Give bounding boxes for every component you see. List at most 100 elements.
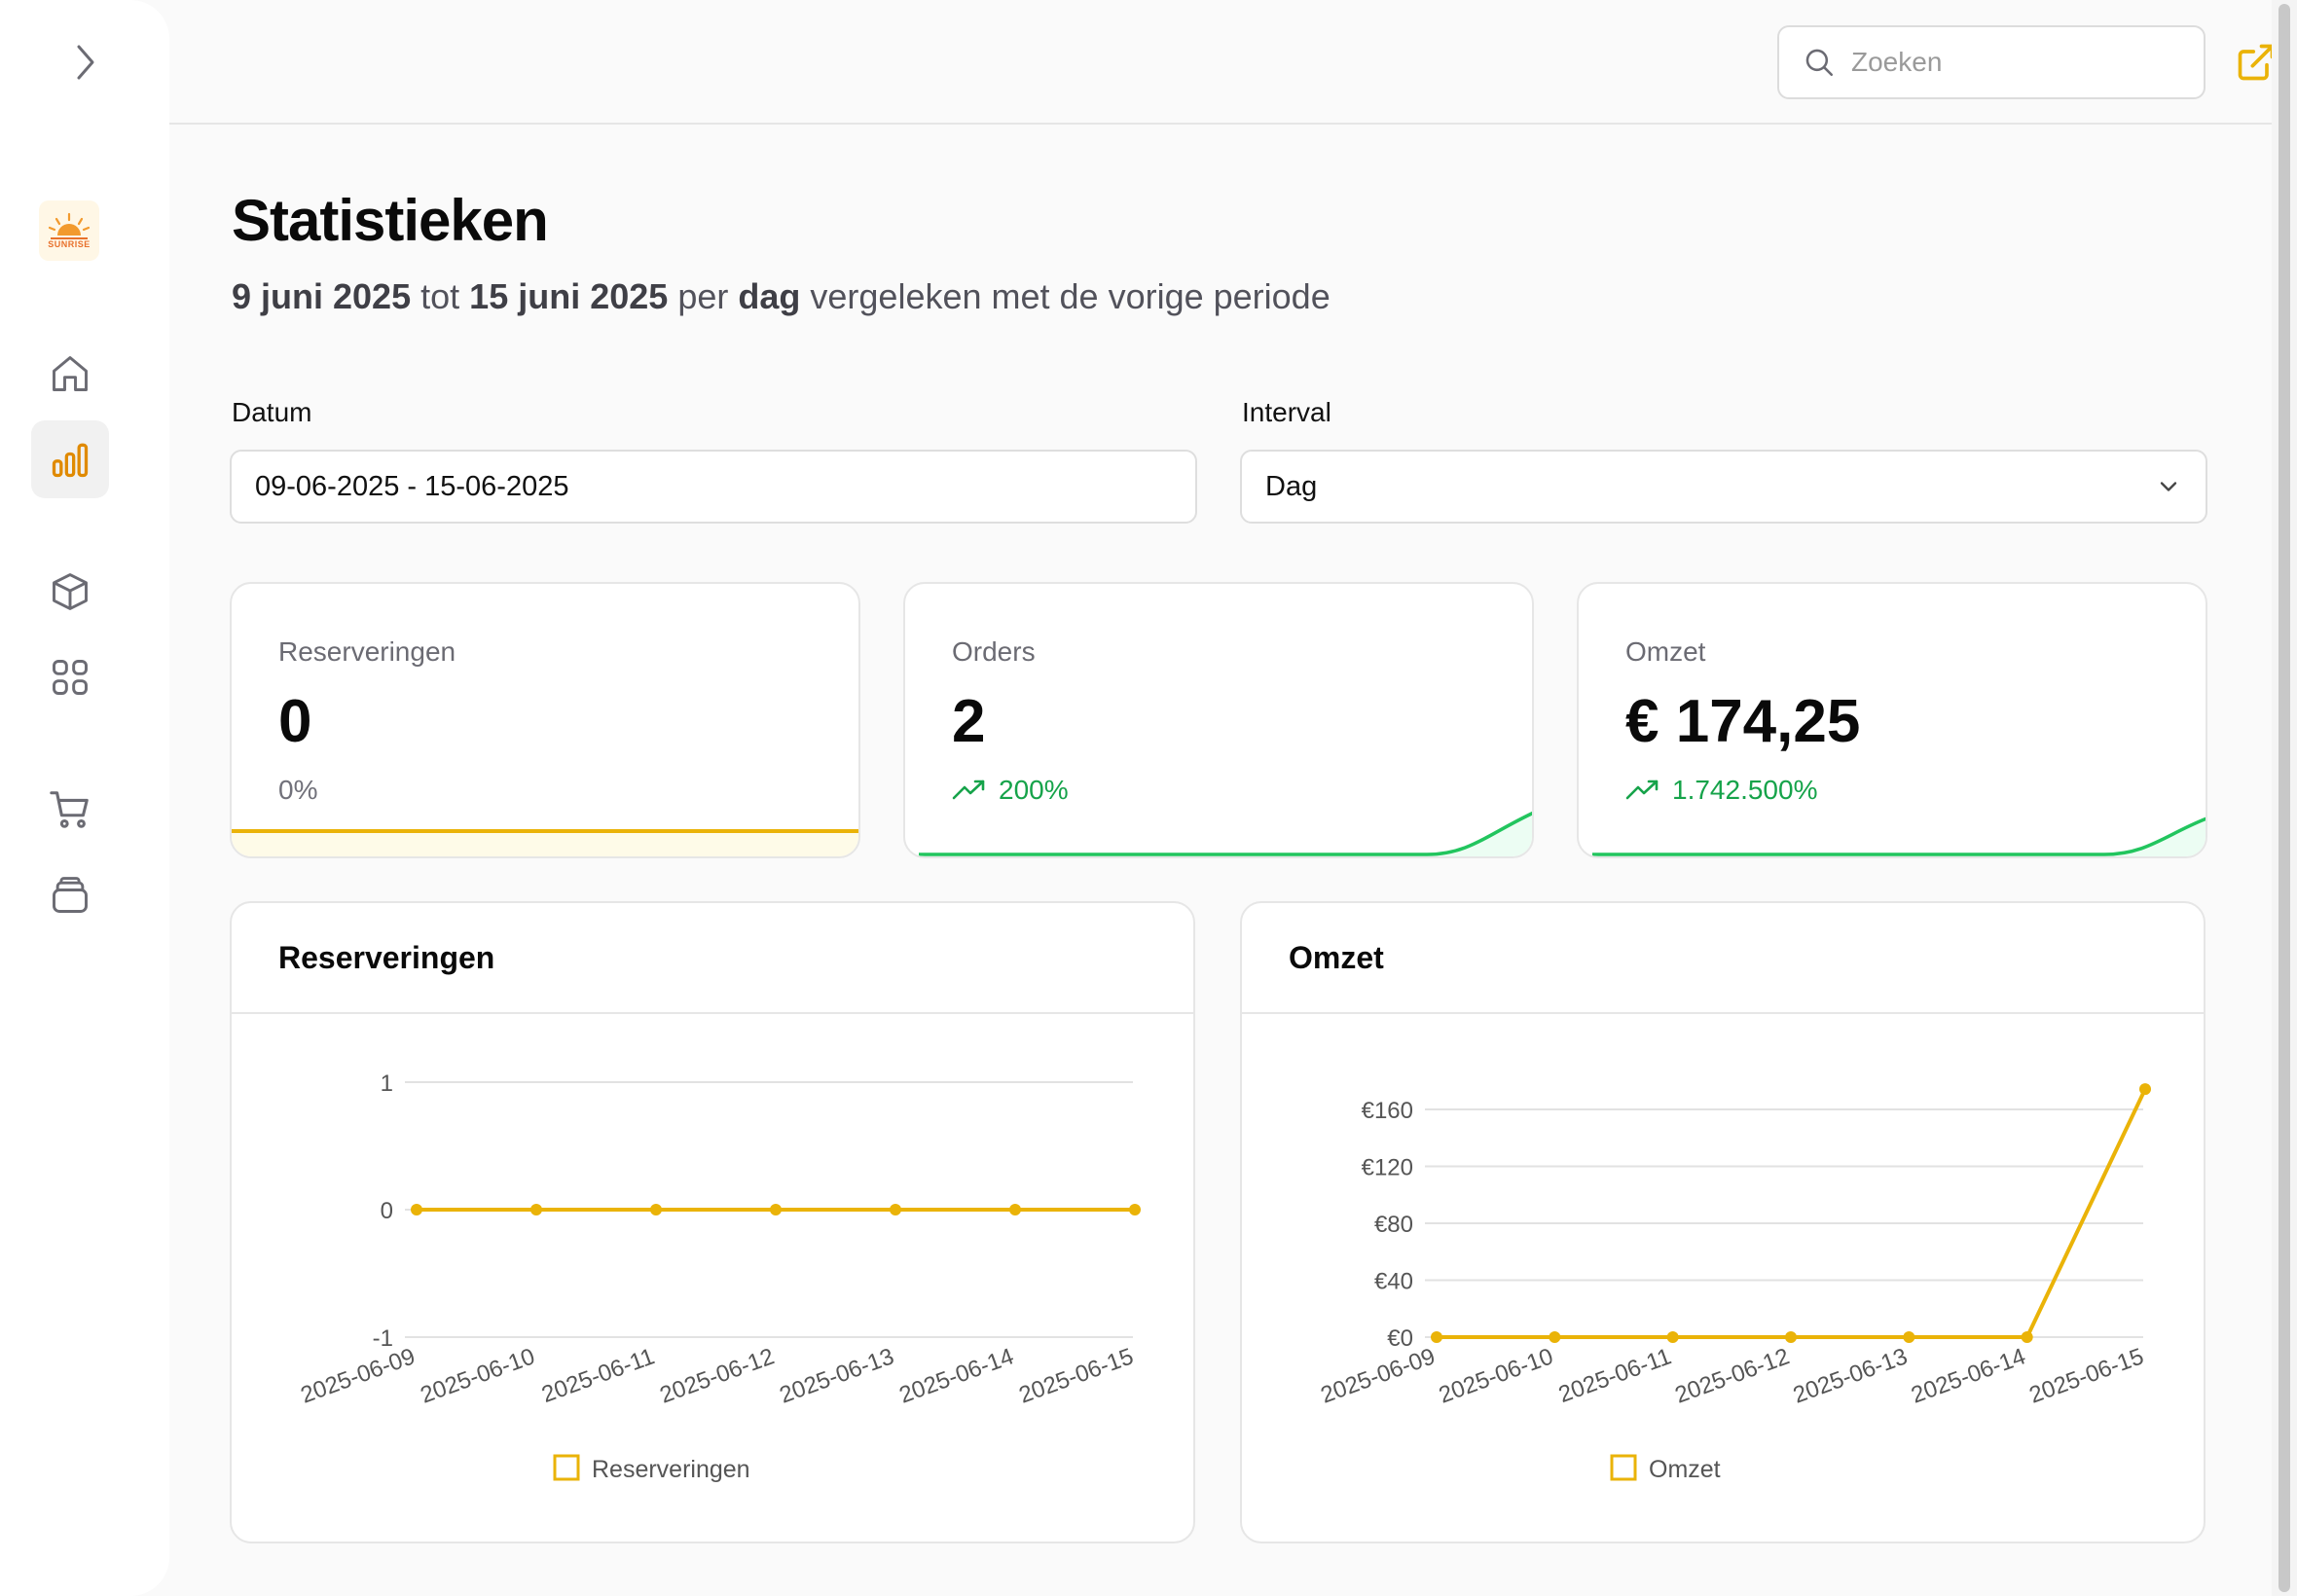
legend-label: Reserveringen xyxy=(592,1456,750,1483)
sparkline-line xyxy=(919,811,1532,856)
legend-swatch xyxy=(1610,1454,1637,1481)
x-tick-label: 2025-06-11 xyxy=(538,1343,658,1408)
x-tick-label: 2025-06-13 xyxy=(776,1343,897,1408)
stat-label: Omzet xyxy=(1625,636,1706,667)
sidebar-item-orders[interactable] xyxy=(31,771,109,849)
expand-sidebar-button[interactable] xyxy=(68,43,103,82)
logo[interactable]: SUNRISE xyxy=(39,200,99,261)
subtitle-rest: vergeleken met de vorige periode xyxy=(810,276,1331,316)
interval-select[interactable]: Dag xyxy=(1240,450,2207,524)
search-box[interactable] xyxy=(1777,25,2206,99)
sidebar-item-apps[interactable] xyxy=(31,638,109,716)
cart-icon xyxy=(50,791,89,828)
archive-icon xyxy=(53,877,88,913)
sparkline-line xyxy=(1592,816,2206,856)
interval-value: Dag xyxy=(1265,470,1318,502)
stat-change-text: 1.742.500% xyxy=(1672,775,1818,805)
box-icon xyxy=(53,573,88,610)
data-point xyxy=(1549,1331,1561,1343)
chevron-down-icon xyxy=(2160,482,2177,491)
x-tick-label: 2025-06-09 xyxy=(1317,1343,1439,1408)
top-bar: LP xyxy=(169,0,2275,125)
data-point xyxy=(890,1204,901,1215)
sidebar-item-home[interactable] xyxy=(31,335,109,413)
subtitle-tot: tot xyxy=(420,276,460,316)
data-point xyxy=(2139,1083,2151,1096)
data-point xyxy=(1431,1331,1442,1343)
stat-change-text: 0% xyxy=(278,775,318,805)
revenue-line-chart: €160€120€80€40€02025-06-092025-06-102025… xyxy=(1317,1083,2151,1483)
stat-card-orders: Orders 2 200% xyxy=(903,582,1534,858)
page-title: Statistieken xyxy=(232,188,549,253)
sidebar: SUNRISE xyxy=(0,0,169,1596)
page-subtitle: 9 juni 2025 tot 15 juni 2025 per dag ver… xyxy=(232,276,1331,317)
stat-value: 2 xyxy=(952,688,986,755)
data-point xyxy=(1009,1204,1021,1215)
date-range-picker[interactable]: 09-06-2025 - 15-06-2025 xyxy=(230,450,1197,524)
x-tick-label: 2025-06-14 xyxy=(1908,1343,2029,1408)
stat-change-text: 200% xyxy=(999,775,1069,805)
x-tick-label: 2025-06-10 xyxy=(1436,1343,1557,1408)
home-icon xyxy=(53,356,88,391)
sun-icon xyxy=(48,212,91,239)
data-point xyxy=(530,1204,542,1215)
page-scrollbar[interactable] xyxy=(2272,0,2297,1596)
x-tick-label: 2025-06-11 xyxy=(1555,1343,1675,1408)
data-point xyxy=(2021,1331,2033,1343)
sparkline-fill xyxy=(905,813,1532,856)
chart-title: Omzet xyxy=(1242,903,2204,1014)
trending-up-icon xyxy=(952,780,985,800)
sparkline-revenue xyxy=(1579,816,2206,856)
sparkline-fill xyxy=(1579,818,2206,856)
y-tick-label: -1 xyxy=(373,1325,393,1352)
data-point xyxy=(650,1204,662,1215)
y-tick-label: 0 xyxy=(381,1198,393,1224)
subtitle-per: per xyxy=(677,276,729,316)
x-tick-label: 2025-06-09 xyxy=(297,1343,419,1408)
period-start: 9 juni 2025 xyxy=(232,276,412,316)
stat-change: 1.742.500% xyxy=(1625,775,1817,806)
data-point xyxy=(1666,1331,1679,1343)
series-line xyxy=(1437,1088,2147,1339)
stat-change: 0% xyxy=(278,775,317,806)
y-tick-label: €40 xyxy=(1374,1269,1413,1295)
date-label: Datum xyxy=(232,397,312,427)
sidebar-item-products[interactable] xyxy=(31,553,109,631)
sparkline-orders xyxy=(905,811,1532,856)
legend-label: Omzet xyxy=(1649,1456,1721,1483)
chart-card-revenue: Omzet €160 €120 €80 €40 €0 2025-06-09 2025-06-… xyxy=(1240,901,2206,1543)
search-icon xyxy=(1805,49,1834,77)
x-tick-label: 2025-06-14 xyxy=(895,1343,1017,1408)
period-interval: dag xyxy=(738,276,801,316)
data-point xyxy=(411,1204,422,1215)
bar-chart-icon xyxy=(52,443,89,478)
sidebar-item-statistics[interactable] xyxy=(31,420,109,498)
sidebar-item-archive[interactable] xyxy=(31,856,109,934)
y-tick-label: €120 xyxy=(1362,1155,1413,1181)
x-tick-label: 2025-06-10 xyxy=(417,1343,538,1408)
chart-title: Reserveringen xyxy=(232,903,1193,1014)
trending-up-icon xyxy=(1625,780,1659,800)
scrollbar-thumb[interactable] xyxy=(2279,4,2290,1592)
data-point xyxy=(1785,1331,1797,1343)
stat-change: 200% xyxy=(952,775,1069,806)
stat-card-revenue: Omzet € 174,25 1.742.500% xyxy=(1577,582,2207,858)
data-point xyxy=(770,1204,782,1215)
stat-label: Reserveringen xyxy=(278,636,456,667)
sparkline-reservations xyxy=(232,829,858,856)
stat-value: € 174,25 xyxy=(1625,688,1861,755)
search-input[interactable] xyxy=(1851,47,2182,78)
chart-card-reservations: Reserveringen 1 0 -1 2025-06-09 2025-06-10 20… xyxy=(230,901,1195,1543)
interval-label: Interval xyxy=(1242,397,1331,427)
data-point xyxy=(1129,1204,1141,1215)
x-tick-label: 2025-06-12 xyxy=(656,1343,778,1408)
x-tick-label: 2025-06-15 xyxy=(2025,1343,2147,1408)
data-point xyxy=(1903,1331,1915,1343)
sparkline-fill xyxy=(232,831,858,856)
stat-card-reservations: Reserveringen 0 0% xyxy=(230,582,860,858)
chevron-right-icon xyxy=(77,45,94,80)
x-tick-label: 2025-06-12 xyxy=(1671,1343,1793,1408)
legend-swatch xyxy=(553,1454,580,1481)
logo-text: SUNRISE xyxy=(48,239,91,249)
grid-icon xyxy=(53,660,88,695)
